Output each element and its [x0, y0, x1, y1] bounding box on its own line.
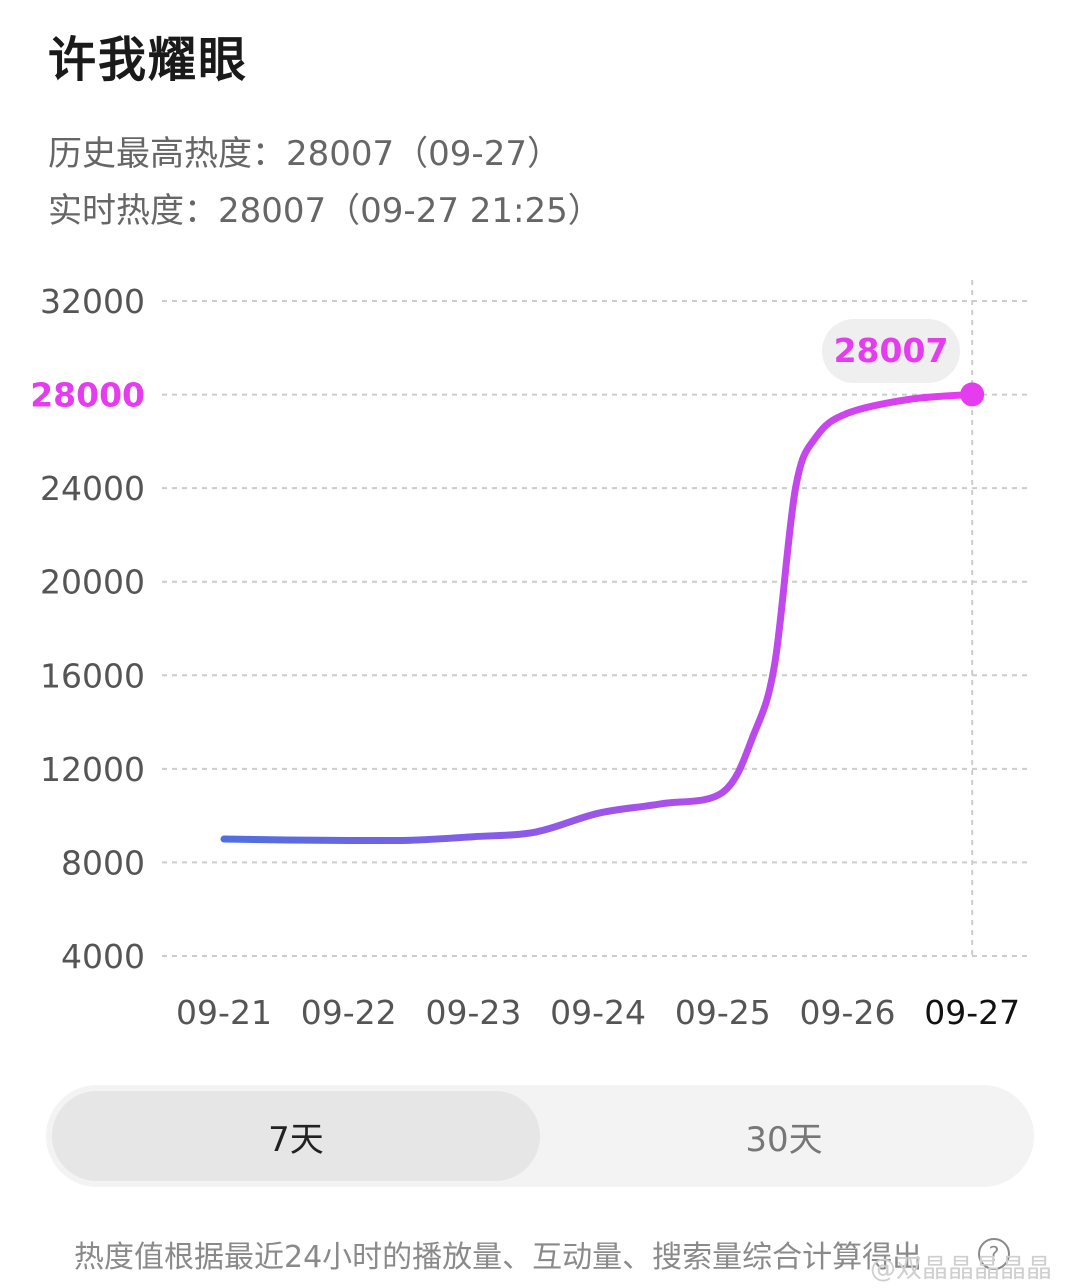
peak-label-bubble	[822, 319, 960, 383]
range-toggle: 7天 30天	[46, 1085, 1034, 1187]
x-tick-label-09-23: 09-23	[425, 993, 521, 1032]
series-line	[220, 390, 976, 845]
x-tick-label-09-27: 09-27	[924, 993, 1020, 1032]
peak-point	[960, 382, 985, 407]
y-tick-label-4000: 4000	[61, 937, 145, 976]
realtime-heat-text: 实时热度：28007（09-27 21:25）	[48, 191, 602, 231]
x-tick-label-09-26: 09-26	[800, 993, 896, 1032]
peak-value-label: 28007	[834, 331, 949, 370]
heat-line-chart: 4000 8000 12000 16000 20000 24000 28000 32000 0…	[30, 280, 1030, 1032]
info-icon[interactable]: ?	[978, 1238, 1010, 1270]
tab-7-days[interactable]: 7天	[52, 1091, 540, 1181]
y-tick-label-24000: 24000	[40, 469, 145, 508]
x-tick-label-09-21: 09-21	[176, 993, 272, 1032]
footnote-text: 热度值根据最近24小时的播放量、互动量、搜索量综合计算得出	[74, 1240, 923, 1275]
y-tick-label-32000: 32000	[40, 282, 145, 321]
watermark: @双晶晶晶晶晶	[870, 1254, 1053, 1284]
x-tick-label-09-25: 09-25	[675, 993, 771, 1032]
x-tick-label-09-24: 09-24	[550, 993, 646, 1032]
y-tick-label-12000: 12000	[40, 750, 145, 789]
page-title: 许我耀眼	[48, 32, 249, 88]
x-tick-label-09-22: 09-22	[301, 993, 397, 1032]
y-tick-label-16000: 16000	[40, 656, 145, 695]
y-tick-label-28000: 28000	[30, 376, 145, 415]
tab-30-days[interactable]: 30天	[745, 1119, 823, 1160]
history-peak-text: 历史最高热度：28007（09-27）	[48, 134, 561, 174]
y-tick-label-8000: 8000	[61, 843, 145, 882]
y-tick-label-20000: 20000	[40, 563, 145, 602]
